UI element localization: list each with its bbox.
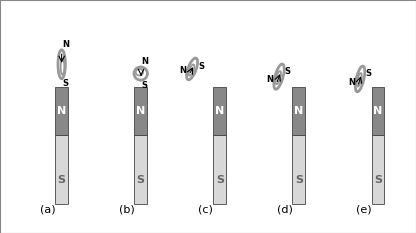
Text: N: N bbox=[179, 66, 186, 75]
Text: (b): (b) bbox=[119, 204, 135, 214]
Text: N: N bbox=[267, 75, 274, 84]
Ellipse shape bbox=[355, 66, 365, 92]
Text: N: N bbox=[373, 106, 382, 116]
Text: S: S bbox=[137, 175, 145, 185]
Ellipse shape bbox=[58, 50, 65, 79]
Bar bbox=[55, 135, 68, 204]
Text: N: N bbox=[62, 40, 69, 49]
Text: (c): (c) bbox=[198, 204, 213, 214]
Ellipse shape bbox=[134, 67, 147, 80]
Text: (e): (e) bbox=[356, 204, 372, 214]
Text: (d): (d) bbox=[277, 204, 293, 214]
Text: S: S bbox=[198, 62, 204, 71]
Bar bbox=[292, 135, 305, 204]
Text: S: S bbox=[295, 175, 303, 185]
Text: (a): (a) bbox=[40, 204, 56, 214]
Text: S: S bbox=[285, 67, 290, 76]
Text: S: S bbox=[374, 175, 382, 185]
Text: N: N bbox=[215, 106, 224, 116]
Text: S: S bbox=[365, 69, 371, 78]
Text: N: N bbox=[141, 57, 149, 66]
Text: S: S bbox=[141, 82, 147, 90]
Bar bbox=[55, 87, 68, 135]
Bar bbox=[371, 135, 384, 204]
Text: N: N bbox=[348, 78, 355, 87]
Ellipse shape bbox=[274, 64, 284, 89]
Ellipse shape bbox=[186, 58, 198, 80]
Bar bbox=[292, 87, 305, 135]
Bar bbox=[213, 135, 226, 204]
Text: N: N bbox=[294, 106, 303, 116]
Bar bbox=[371, 87, 384, 135]
Bar bbox=[213, 87, 226, 135]
Text: S: S bbox=[62, 79, 68, 88]
Text: S: S bbox=[216, 175, 224, 185]
Text: N: N bbox=[57, 106, 66, 116]
Bar bbox=[134, 87, 147, 135]
Bar bbox=[134, 135, 147, 204]
Text: S: S bbox=[58, 175, 66, 185]
Text: N: N bbox=[136, 106, 145, 116]
